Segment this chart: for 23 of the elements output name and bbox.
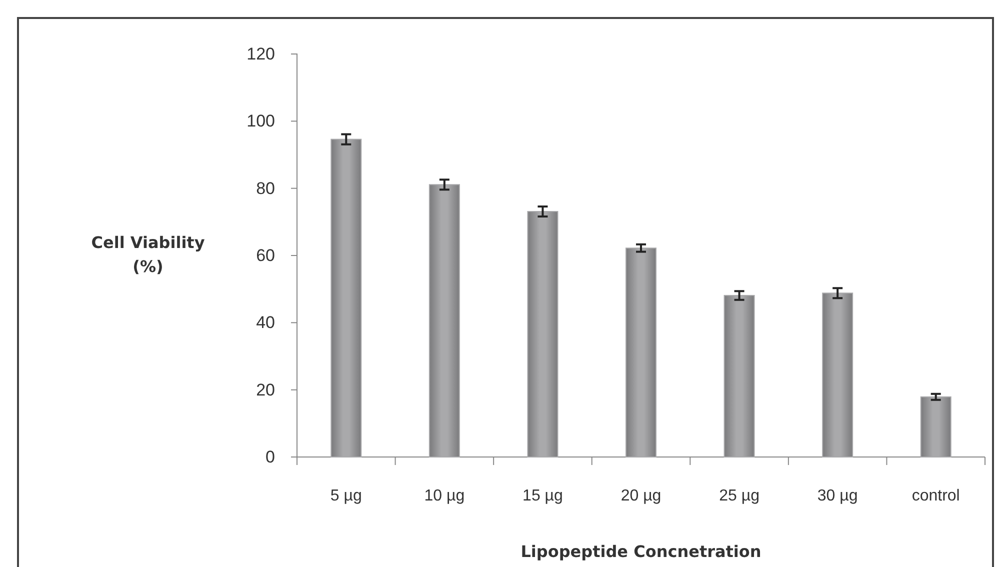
y-tick-label: 60 <box>256 246 275 265</box>
y-tick-label: 120 <box>246 44 275 64</box>
x-tick-label: 20 µg <box>620 487 662 504</box>
x-tick-label: control <box>912 487 960 504</box>
bar <box>724 294 755 458</box>
y-tick-label: 40 <box>256 313 275 332</box>
x-tick-label: 25 µg <box>719 487 760 504</box>
bar <box>330 138 362 458</box>
y-tick-label: 0 <box>266 447 275 466</box>
bar <box>428 184 460 458</box>
x-tick-label: 15 µg <box>522 487 563 504</box>
y-axis-title: Cell Viability (%) <box>91 233 206 276</box>
x-axis-title: Lipopeptide Concnetration <box>520 542 762 561</box>
y-tick-label: 100 <box>246 112 275 131</box>
bar <box>626 248 656 458</box>
bar <box>527 211 558 458</box>
x-tick-label: 10 µg <box>424 487 465 504</box>
bar <box>822 292 854 458</box>
y-tick-label: 20 <box>256 380 275 400</box>
y-tick-label: 80 <box>256 178 275 198</box>
bar <box>920 396 952 458</box>
x-tick-label: 5 µg <box>330 487 362 504</box>
x-tick-label: 30 µg <box>817 487 858 504</box>
